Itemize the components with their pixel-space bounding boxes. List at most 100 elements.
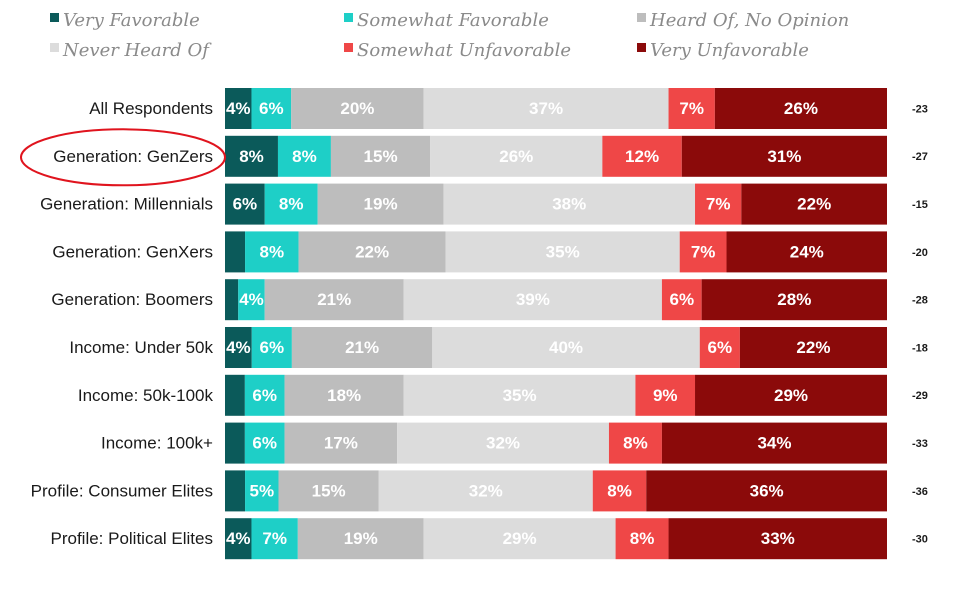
data-label: 37%: [529, 99, 563, 118]
bar-segment-very-unfavorable: [739, 327, 887, 368]
bar-row-generation-millennials: 6% 8% 19% 38% 7% 22%: [225, 183, 887, 225]
data-label: 8%: [630, 529, 655, 548]
net-value-label: -27: [912, 151, 928, 163]
data-label: 8%: [292, 147, 317, 166]
chart-legend: Very Favorable Somewhat Favorable Heard Of…: [50, 10, 849, 61]
bar-row-profile-political-elites: 4% 7% 19% 29% 8% 33%: [225, 518, 887, 560]
data-label: 8%: [623, 434, 648, 453]
bar-segment-somewhat-unfavorable: [668, 88, 715, 129]
data-label: 4%: [239, 290, 264, 309]
data-label: 29%: [774, 386, 808, 405]
bar-segment-never-heard-of: [443, 183, 696, 225]
category-label-generation-genzers: Generation: GenZers: [53, 147, 213, 166]
data-label: 36%: [750, 481, 784, 500]
category-label-all-respondents: All Respondents: [89, 99, 213, 118]
data-label: 8%: [279, 195, 304, 214]
net-value-label: -15: [912, 199, 928, 211]
data-label: 35%: [503, 386, 537, 405]
bar-segment-heard-of-no-opinion: [284, 422, 398, 464]
legend-label-very-unfavorable: Very Unfavorable: [650, 40, 809, 61]
data-label: 22%: [796, 338, 830, 357]
data-label: 17%: [324, 434, 358, 453]
net-value-label: -33: [912, 438, 928, 450]
data-label: 7%: [691, 242, 716, 261]
bar-segment-very-favorable: [225, 327, 252, 368]
category-label-generation-boomers: Generation: Boomers: [51, 290, 213, 309]
data-label: 39%: [516, 290, 550, 309]
legend-swatch-very-unfavorable: [637, 43, 646, 52]
data-label: 4%: [226, 99, 251, 118]
data-label: 7%: [679, 99, 704, 118]
data-label: 26%: [784, 99, 818, 118]
bar-row-income-50k-100k: 6% 18% 35% 9% 29%: [225, 374, 887, 416]
legend-label-very-favorable: Very Favorable: [63, 10, 200, 31]
bar-segment-never-heard-of: [445, 231, 680, 273]
bar-segment-never-heard-of: [378, 470, 593, 512]
bar-segment-very-favorable: [225, 231, 246, 273]
data-label: 20%: [340, 99, 374, 118]
legend-swatch-very-favorable: [50, 13, 59, 22]
bar-row-generation-genxers: 8% 22% 35% 7% 24%: [225, 231, 887, 273]
data-label: 29%: [503, 529, 537, 548]
bar-segment-very-favorable: [225, 518, 252, 560]
bar-segment-very-unfavorable: [646, 470, 887, 512]
data-label: 19%: [364, 195, 398, 214]
bar-segment-somewhat-favorable: [277, 135, 331, 177]
bar-segment-heard-of-no-opinion: [284, 374, 404, 416]
net-value-label: -28: [912, 295, 928, 307]
net-value-label: -36: [912, 486, 928, 498]
bar-segment-very-unfavorable: [661, 422, 887, 464]
highlight-ellipse: [20, 128, 226, 187]
net-value-label: -18: [912, 342, 928, 354]
bar-segment-never-heard-of: [403, 374, 636, 416]
bar-segment-very-unfavorable: [668, 518, 887, 560]
bar-segment-somewhat-unfavorable: [615, 518, 669, 560]
data-label: 38%: [552, 195, 586, 214]
bars-group: 4% 6% 20% 37% 7% 26% 8% 8% 15% 26% 12% 31% 6% 8% 19% 38…: [225, 88, 887, 560]
legend-swatch-never-heard-of: [50, 43, 59, 52]
bar-segment-very-unfavorable: [726, 231, 887, 273]
data-label: 31%: [767, 147, 801, 166]
data-label: 28%: [777, 290, 811, 309]
legend-swatch-somewhat-unfavorable: [344, 43, 353, 52]
bar-segment-somewhat-unfavorable: [679, 231, 727, 273]
bar-segment-somewhat-favorable: [251, 518, 298, 560]
bar-segment-somewhat-unfavorable: [699, 327, 740, 368]
category-label-profile-consumer-elites: Profile: Consumer Elites: [31, 481, 213, 500]
bar-row-profile-consumer-elites: 5% 15% 32% 8% 36%: [225, 470, 887, 512]
data-label: 9%: [653, 386, 678, 405]
bar-segment-heard-of-no-opinion: [298, 231, 446, 273]
bar-segment-somewhat-favorable: [245, 231, 299, 273]
bar-row-income-100k: 6% 17% 32% 8% 34%: [225, 422, 887, 464]
bar-segment-very-unfavorable: [701, 279, 887, 321]
data-label: 4%: [226, 529, 251, 548]
bar-segment-never-heard-of: [432, 327, 700, 368]
data-label: 7%: [262, 529, 287, 548]
data-label: 6%: [260, 338, 285, 357]
bar-row-income-under-50k: 4% 6% 21% 40% 6% 22%: [225, 327, 887, 368]
bar-segment-very-unfavorable: [741, 183, 887, 225]
category-label-generation-millennials: Generation: Millennials: [40, 195, 213, 214]
net-value-label: -29: [912, 390, 928, 402]
data-label: 7%: [706, 195, 731, 214]
legend-swatch-heard-of-no-opinion: [637, 13, 646, 22]
bar-segment-heard-of-no-opinion: [278, 470, 379, 512]
data-label: 12%: [625, 147, 659, 166]
category-label-profile-political-elites: Profile: Political Elites: [50, 529, 213, 548]
data-label: 22%: [797, 195, 831, 214]
bar-segment-never-heard-of: [397, 422, 609, 464]
bar-segment-very-favorable: [225, 88, 252, 129]
category-label-income-under-50k: Income: Under 50k: [69, 338, 213, 357]
data-label: 22%: [355, 242, 389, 261]
bar-segment-never-heard-of: [423, 518, 616, 560]
data-label: 32%: [486, 434, 520, 453]
data-label: 4%: [226, 338, 251, 357]
net-value-label: -20: [912, 247, 928, 259]
bar-segment-very-unfavorable: [681, 135, 887, 177]
legend-label-heard-of-no-opinion: Heard Of, No Opinion: [649, 10, 849, 31]
data-label: 5%: [249, 481, 274, 500]
bar-segment-somewhat-favorable: [251, 327, 292, 368]
bar-segment-heard-of-no-opinion: [330, 135, 431, 177]
bar-segment-somewhat-favorable: [244, 422, 285, 464]
